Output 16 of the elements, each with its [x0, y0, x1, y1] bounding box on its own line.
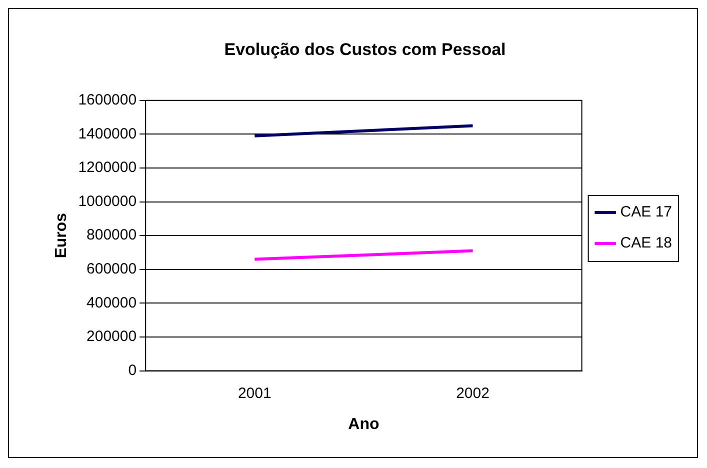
y-tick-label: 1400000 [78, 125, 137, 142]
x-tick-label: 2001 [238, 384, 272, 402]
x-tick-label: 2002 [456, 384, 490, 402]
x-axis-title: Ano [348, 416, 380, 433]
legend-label: CAE 17 [620, 204, 672, 221]
y-tick-label: 1600000 [78, 92, 137, 109]
y-tick-label: 0 [128, 362, 137, 379]
y-tick-label: 1200000 [78, 159, 137, 176]
chart-title: Evolução dos Custos com Pessoal [224, 40, 506, 59]
y-tick-label: 800000 [86, 226, 137, 244]
y-tick-label: 600000 [86, 260, 137, 278]
y-tick-label: 400000 [86, 294, 137, 312]
y-tick-label: 200000 [86, 328, 137, 346]
y-tick-label: 1000000 [78, 192, 137, 210]
legend-label: CAE 18 [620, 234, 672, 252]
y-axis-title: Euros [53, 212, 70, 258]
